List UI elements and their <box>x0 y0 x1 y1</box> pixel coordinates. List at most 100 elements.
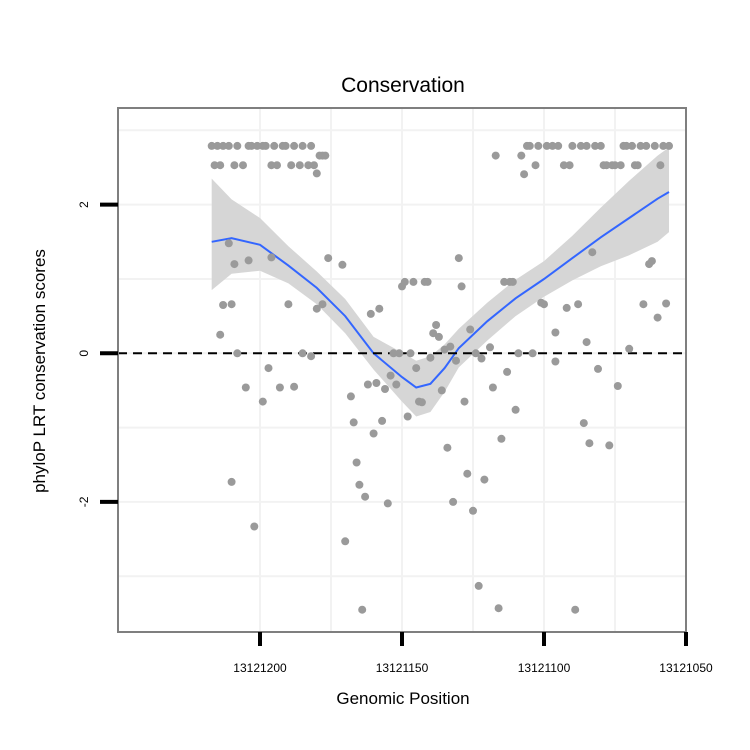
data-point <box>460 397 469 406</box>
data-point <box>582 141 591 150</box>
data-point <box>517 151 526 160</box>
data-point <box>650 141 659 150</box>
data-point <box>349 418 358 427</box>
data-point <box>290 382 299 391</box>
data-point <box>284 300 293 309</box>
data-point <box>219 141 228 150</box>
data-point <box>559 161 568 170</box>
data-point <box>346 392 355 401</box>
data-point <box>582 338 591 347</box>
chart-title: Conservation <box>341 74 465 97</box>
data-point <box>318 300 327 309</box>
data-point <box>372 379 381 387</box>
data-point <box>250 522 259 531</box>
data-point <box>605 441 614 450</box>
data-point <box>307 352 316 361</box>
data-point <box>227 477 236 486</box>
smooth-line-layer <box>211 191 670 389</box>
data-point <box>542 141 551 150</box>
data-point <box>463 469 472 478</box>
data-point <box>261 141 270 150</box>
data-point <box>378 416 387 425</box>
y-tick-label: -2 <box>77 496 91 507</box>
data-point <box>267 161 276 170</box>
data-point <box>443 443 452 452</box>
data-point <box>304 161 313 170</box>
data-point <box>312 304 321 313</box>
data-point <box>554 141 563 150</box>
data-point <box>497 434 506 443</box>
x-tick-label: 13121200 <box>233 661 287 675</box>
data-point <box>230 161 239 170</box>
data-point <box>375 304 384 313</box>
data-point <box>616 161 625 170</box>
data-point <box>477 354 486 363</box>
data-point <box>469 506 477 515</box>
data-point <box>625 344 634 353</box>
data-point <box>540 300 548 309</box>
data-point <box>363 380 372 389</box>
data-point <box>341 537 350 546</box>
data-point <box>488 383 497 392</box>
data-point <box>486 343 494 352</box>
data-point <box>258 397 267 406</box>
data-point <box>480 475 489 484</box>
data-point <box>531 161 540 170</box>
data-point <box>611 161 619 170</box>
x-axis-title: Genomic Position <box>336 689 469 708</box>
data-point <box>514 349 523 358</box>
data-point <box>395 349 404 358</box>
data-point <box>207 141 216 150</box>
data-point <box>247 141 256 150</box>
data-point <box>656 161 665 170</box>
x-tick-label: 13121050 <box>659 661 713 675</box>
data-point <box>298 141 307 150</box>
data-point <box>230 260 239 269</box>
data-point <box>596 141 605 150</box>
data-point <box>659 141 668 150</box>
data-point <box>321 151 330 160</box>
data-point <box>210 161 219 170</box>
data-point <box>403 412 412 421</box>
data-point <box>383 499 392 508</box>
data-point <box>216 330 225 339</box>
data-point <box>565 161 574 170</box>
data-point <box>392 380 401 389</box>
data-point <box>576 141 585 150</box>
data-point <box>449 497 458 506</box>
data-point <box>227 300 236 309</box>
data-point <box>653 313 662 322</box>
x-axis: 13121200 13121150 13121100 13121050 <box>233 632 713 675</box>
data-point <box>628 141 636 150</box>
data-point <box>219 301 228 309</box>
data-point <box>568 141 577 150</box>
data-point <box>548 141 557 150</box>
data-point <box>454 254 463 263</box>
data-point <box>585 439 594 448</box>
data-point <box>310 161 318 170</box>
data-point <box>324 254 333 263</box>
data-point <box>528 349 537 358</box>
data-point <box>295 161 304 170</box>
confidence-band <box>211 147 669 417</box>
y-axis: -2 0 2 <box>77 201 118 507</box>
data-point <box>500 277 509 286</box>
data-point <box>551 328 560 337</box>
data-point <box>307 141 316 150</box>
data-point <box>591 141 600 150</box>
data-point <box>224 239 233 248</box>
data-point <box>312 169 321 178</box>
data-point <box>571 605 580 614</box>
data-point <box>494 604 503 613</box>
data-point <box>264 364 273 373</box>
data-point <box>369 429 378 438</box>
data-point <box>471 349 480 358</box>
y-tick-label: 2 <box>77 201 91 208</box>
data-point <box>412 364 421 373</box>
data-point <box>662 299 671 308</box>
data-point <box>267 253 276 262</box>
data-point <box>508 277 517 286</box>
data-point <box>216 161 225 170</box>
data-point <box>253 141 262 150</box>
data-point <box>233 141 242 150</box>
